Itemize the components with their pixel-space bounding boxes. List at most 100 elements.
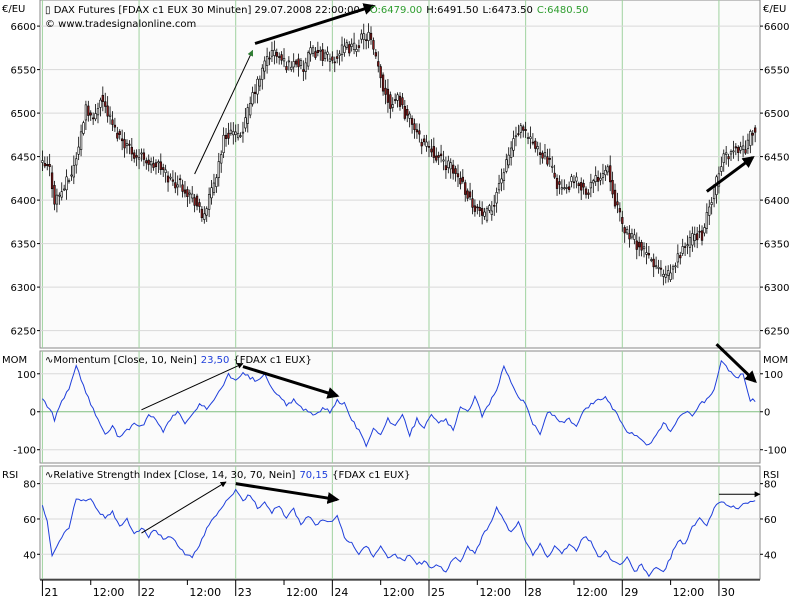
x-axis-noon-label: 12:00 [479,586,511,599]
x-axis-day-label-22: 22 [141,586,155,599]
candle-down [580,182,583,191]
x-axis-noon-label: 12:00 [383,586,415,599]
candle-down [50,172,54,190]
rsi-line [41,488,756,578]
candle-down [152,163,155,168]
candle-down [53,185,56,205]
candle-up [261,67,264,80]
candle-down [135,155,138,158]
candle-down [123,139,126,149]
candle-up [191,193,194,199]
candle-down [473,205,477,212]
price-panel-bg [39,0,761,349]
momentum-grid [40,351,760,463]
candle-up [338,53,341,56]
candle-down [534,140,537,149]
candle-up [529,136,532,139]
candle-up [654,265,658,268]
candle-up [676,253,679,263]
candle-down [377,61,380,67]
candle-up [343,45,346,53]
rsi-panel: 40 60 80 40 60 80 RSI RSI ∿Relative Strength… [2,465,779,580]
candle-down [700,230,704,241]
candle-up [207,194,211,210]
candle-down [101,94,104,102]
candle-up [304,62,307,72]
candle-up [509,147,513,158]
candle-up [79,131,83,150]
candle-up [273,49,276,56]
candle-up [157,161,160,164]
candle-down [410,118,414,125]
candle-down [727,156,730,160]
candle-up [215,177,218,187]
rsi-legend-value: 70,15 [299,470,328,481]
candle-down [659,267,663,270]
candle-down [435,155,438,161]
candle-up [210,187,213,199]
candle-up [592,180,595,184]
momentum-tick-label-left-100: 100 [17,370,36,381]
candle-down [333,61,336,64]
candle-up [299,60,303,66]
candle-up [447,160,450,168]
candle-down [734,146,737,149]
candle-up [164,169,167,173]
candle-down [193,197,196,206]
price-arrows [194,3,755,193]
candle-up [425,141,428,147]
candle-up [241,131,245,134]
momentum-tick-label-left-0: 0 [30,408,36,419]
rsi-arrows [141,481,761,534]
rsi-legend: ∿Relative Strength Index [Close, 14, 30,… [45,470,410,481]
momentum-tick-label-right-100: 100 [764,370,783,381]
candle-up [681,246,684,254]
price-tick-label-left-6500: 6500 [11,109,36,120]
candle-down [744,149,747,154]
candle-down [476,206,479,209]
price-tick-label-left-6400: 6400 [11,196,36,207]
candle-up [94,113,97,120]
price-tick-label-right-6300: 6300 [764,283,789,294]
price-tick-label-right-6500: 6500 [764,109,789,120]
rsi-legend-suffix: {FDAX c1 EUX} [332,470,410,481]
momentum-legend-icon: ∿ [45,355,53,366]
candle-up [664,273,667,278]
header-prefix: DAX Futures [FDAX c1 EUX 30 Minuten] 29.… [54,5,370,16]
candle-down [294,60,298,65]
candle-down [314,51,317,58]
candle-up [292,61,295,68]
candle-up [188,192,191,195]
candle-up [630,233,634,238]
candle-down [386,88,390,103]
rsi-trend-arrow-1 [141,481,227,534]
x-axis-day-label-25: 25 [431,586,445,599]
x-axis-day-label-21: 21 [44,586,58,599]
candle-up [149,161,153,166]
candle-down [517,133,520,135]
candle-up [176,184,179,188]
candle-down [128,143,131,146]
x-axis-noon-label: 12:00 [93,586,125,599]
candle-up [526,137,530,139]
candle-up [642,246,646,250]
candle-up [507,154,510,166]
candle-up [705,212,708,229]
price-trend-arrow-3 [705,156,755,193]
candle-down [635,240,638,250]
candle-up [244,117,247,129]
candle-up [408,113,411,119]
candle-up [58,194,61,197]
candle-down [420,142,423,147]
candle-down [121,138,124,142]
momentum-legend: ∿Momentum [Close, 10, Nein] 23,50 {FDAX c1… [45,355,312,366]
candle-up [234,131,237,135]
candle-down [413,123,416,130]
candle-down [555,177,559,189]
x-axis-day-label-29: 29 [624,586,638,599]
candle-up [239,135,242,137]
candle-down [46,164,49,167]
candle-up [657,266,660,269]
candle-down [275,52,278,57]
candle-up [565,187,568,189]
